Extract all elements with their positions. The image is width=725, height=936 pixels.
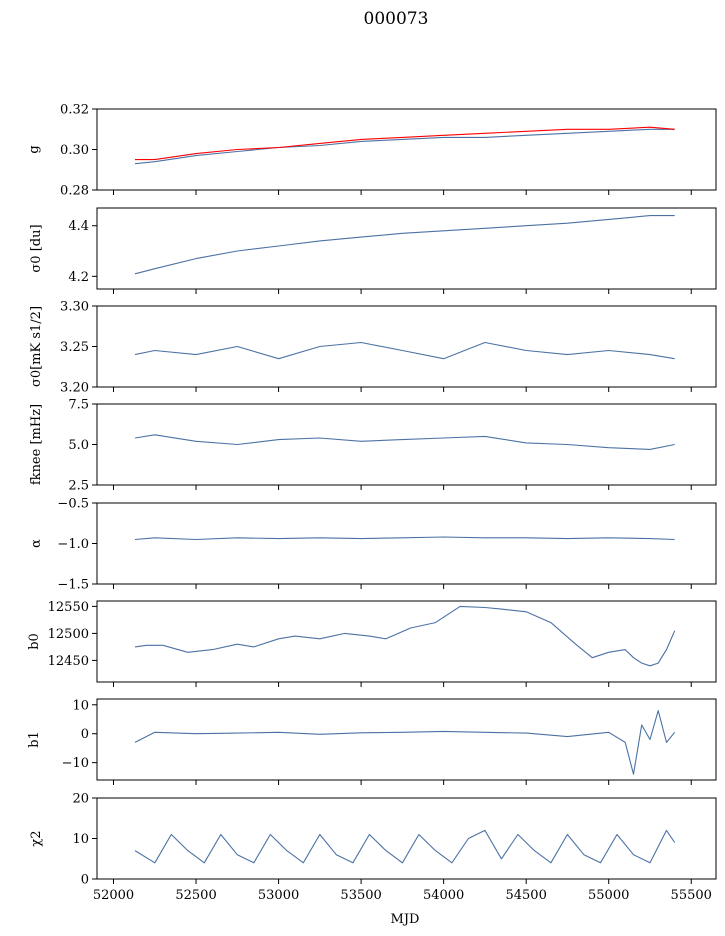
- series-line-alpha-0: [134, 536, 675, 541]
- x-tick-label-2: 53000: [258, 888, 299, 903]
- axes-frame-chi2: [96, 797, 717, 880]
- panel-b1: −10 0 10 b1: [27, 698, 717, 785]
- y-tick-label-b1-1: 0: [81, 727, 89, 742]
- axes-frame-sigma0_du: [96, 207, 717, 290]
- series-line-fknee-0: [134, 434, 675, 450]
- x-tick-label-7: 55500: [671, 888, 712, 903]
- y-tick-label-chi2-2: 20: [72, 792, 89, 807]
- axes-frame-b0: [96, 600, 717, 683]
- y-tick-label-b0-2: 12550: [48, 600, 89, 615]
- y-tick-label-g-0: 0.28: [60, 184, 89, 199]
- y-tick-label-g-1: 0.30: [60, 143, 89, 158]
- series-line-g-0: [134, 128, 675, 165]
- axes-frame-alpha: [96, 502, 717, 585]
- y-tick-label-b0-1: 12500: [48, 627, 89, 642]
- series-line-b0-0: [134, 605, 676, 667]
- y-tick-label-chi2-1: 10: [72, 832, 89, 847]
- y-tick-label-fknee-0: 2.5: [68, 479, 89, 494]
- y-axis-label-fknee: fknee [mHz]: [29, 404, 44, 485]
- y-tick-label-sigma0_du-1: 4.4: [68, 219, 89, 234]
- axes-frame-fknee: [96, 403, 717, 486]
- y-tick-label-chi2-0: 0: [81, 873, 89, 888]
- y-tick-label-g-2: 0.32: [60, 103, 89, 118]
- series-line-g-1: [135, 126, 675, 161]
- series-line-sigma0_mk-0: [134, 341, 675, 360]
- x-tick-label-0: 52000: [93, 888, 134, 903]
- x-tick-label-4: 54000: [423, 888, 464, 903]
- y-tick-label-b0-0: 12450: [48, 654, 89, 669]
- y-axis-label-sigma0_mk: σ0[mK s1/2]: [29, 306, 44, 387]
- axes-frame-b1: [96, 698, 717, 781]
- panel-sigma0_du: 4.2 4.4 σ0 [du]: [29, 207, 717, 294]
- y-tick-label-b1-0: −10: [62, 756, 89, 771]
- y-axis-label-g: g: [27, 145, 42, 153]
- y-tick-label-alpha-1: −1.0: [57, 537, 89, 552]
- series-line-b1-0: [134, 710, 676, 775]
- y-tick-label-fknee-1: 5.0: [68, 438, 89, 453]
- y-axis-label-b0: b0: [27, 633, 42, 650]
- y-tick-label-sigma0_mk-2: 3.30: [60, 300, 89, 315]
- x-axis-label: MJD: [391, 912, 420, 927]
- panels-group: 0.28 0.30 0.32 g 4.2 4.4 σ0 [du] 3.20 3.25 3.30 σ0…: [27, 103, 717, 903]
- y-tick-label-sigma0_mk-1: 3.25: [60, 340, 89, 355]
- y-tick-label-sigma0_du-0: 4.2: [68, 270, 89, 285]
- series-line-chi2-0: [134, 829, 676, 864]
- y-axis-label-sigma0_du: σ0 [du]: [29, 224, 44, 272]
- series-line-sigma0_du-0: [134, 215, 675, 275]
- y-axis-label-b1: b1: [27, 731, 42, 748]
- y-tick-label-b1-2: 10: [72, 698, 89, 713]
- y-axis-label-chi2: χ2: [29, 830, 44, 846]
- figure-title: 000073: [364, 9, 429, 29]
- panel-b0: 12450 12500 12550 b0: [27, 600, 717, 687]
- panel-chi2: 0 10 20 52000 52500 53000 53500 54000 54500 55000…: [29, 792, 717, 903]
- y-tick-label-fknee-2: 7.5: [68, 398, 89, 413]
- y-axis-label-alpha: α: [29, 539, 44, 548]
- x-tick-label-3: 53500: [340, 888, 381, 903]
- x-tick-label-6: 55000: [588, 888, 629, 903]
- panel-alpha: −1.5 −1.0 −0.5 α: [29, 497, 717, 593]
- y-tick-label-alpha-0: −1.5: [57, 578, 89, 593]
- x-tick-label-1: 52500: [175, 888, 216, 903]
- axes-frame-sigma0_mk: [96, 305, 717, 388]
- x-tick-label-5: 54500: [505, 888, 546, 903]
- panel-sigma0_mk: 3.20 3.25 3.30 σ0[mK s1/2]: [29, 300, 717, 396]
- y-tick-label-sigma0_mk-0: 3.20: [60, 381, 89, 396]
- panel-g: 0.28 0.30 0.32 g: [27, 103, 717, 199]
- y-tick-label-alpha-2: −0.5: [57, 497, 89, 512]
- panel-fknee: 2.5 5.0 7.5 fknee [mHz]: [29, 398, 717, 494]
- axes-frame-g: [96, 108, 717, 191]
